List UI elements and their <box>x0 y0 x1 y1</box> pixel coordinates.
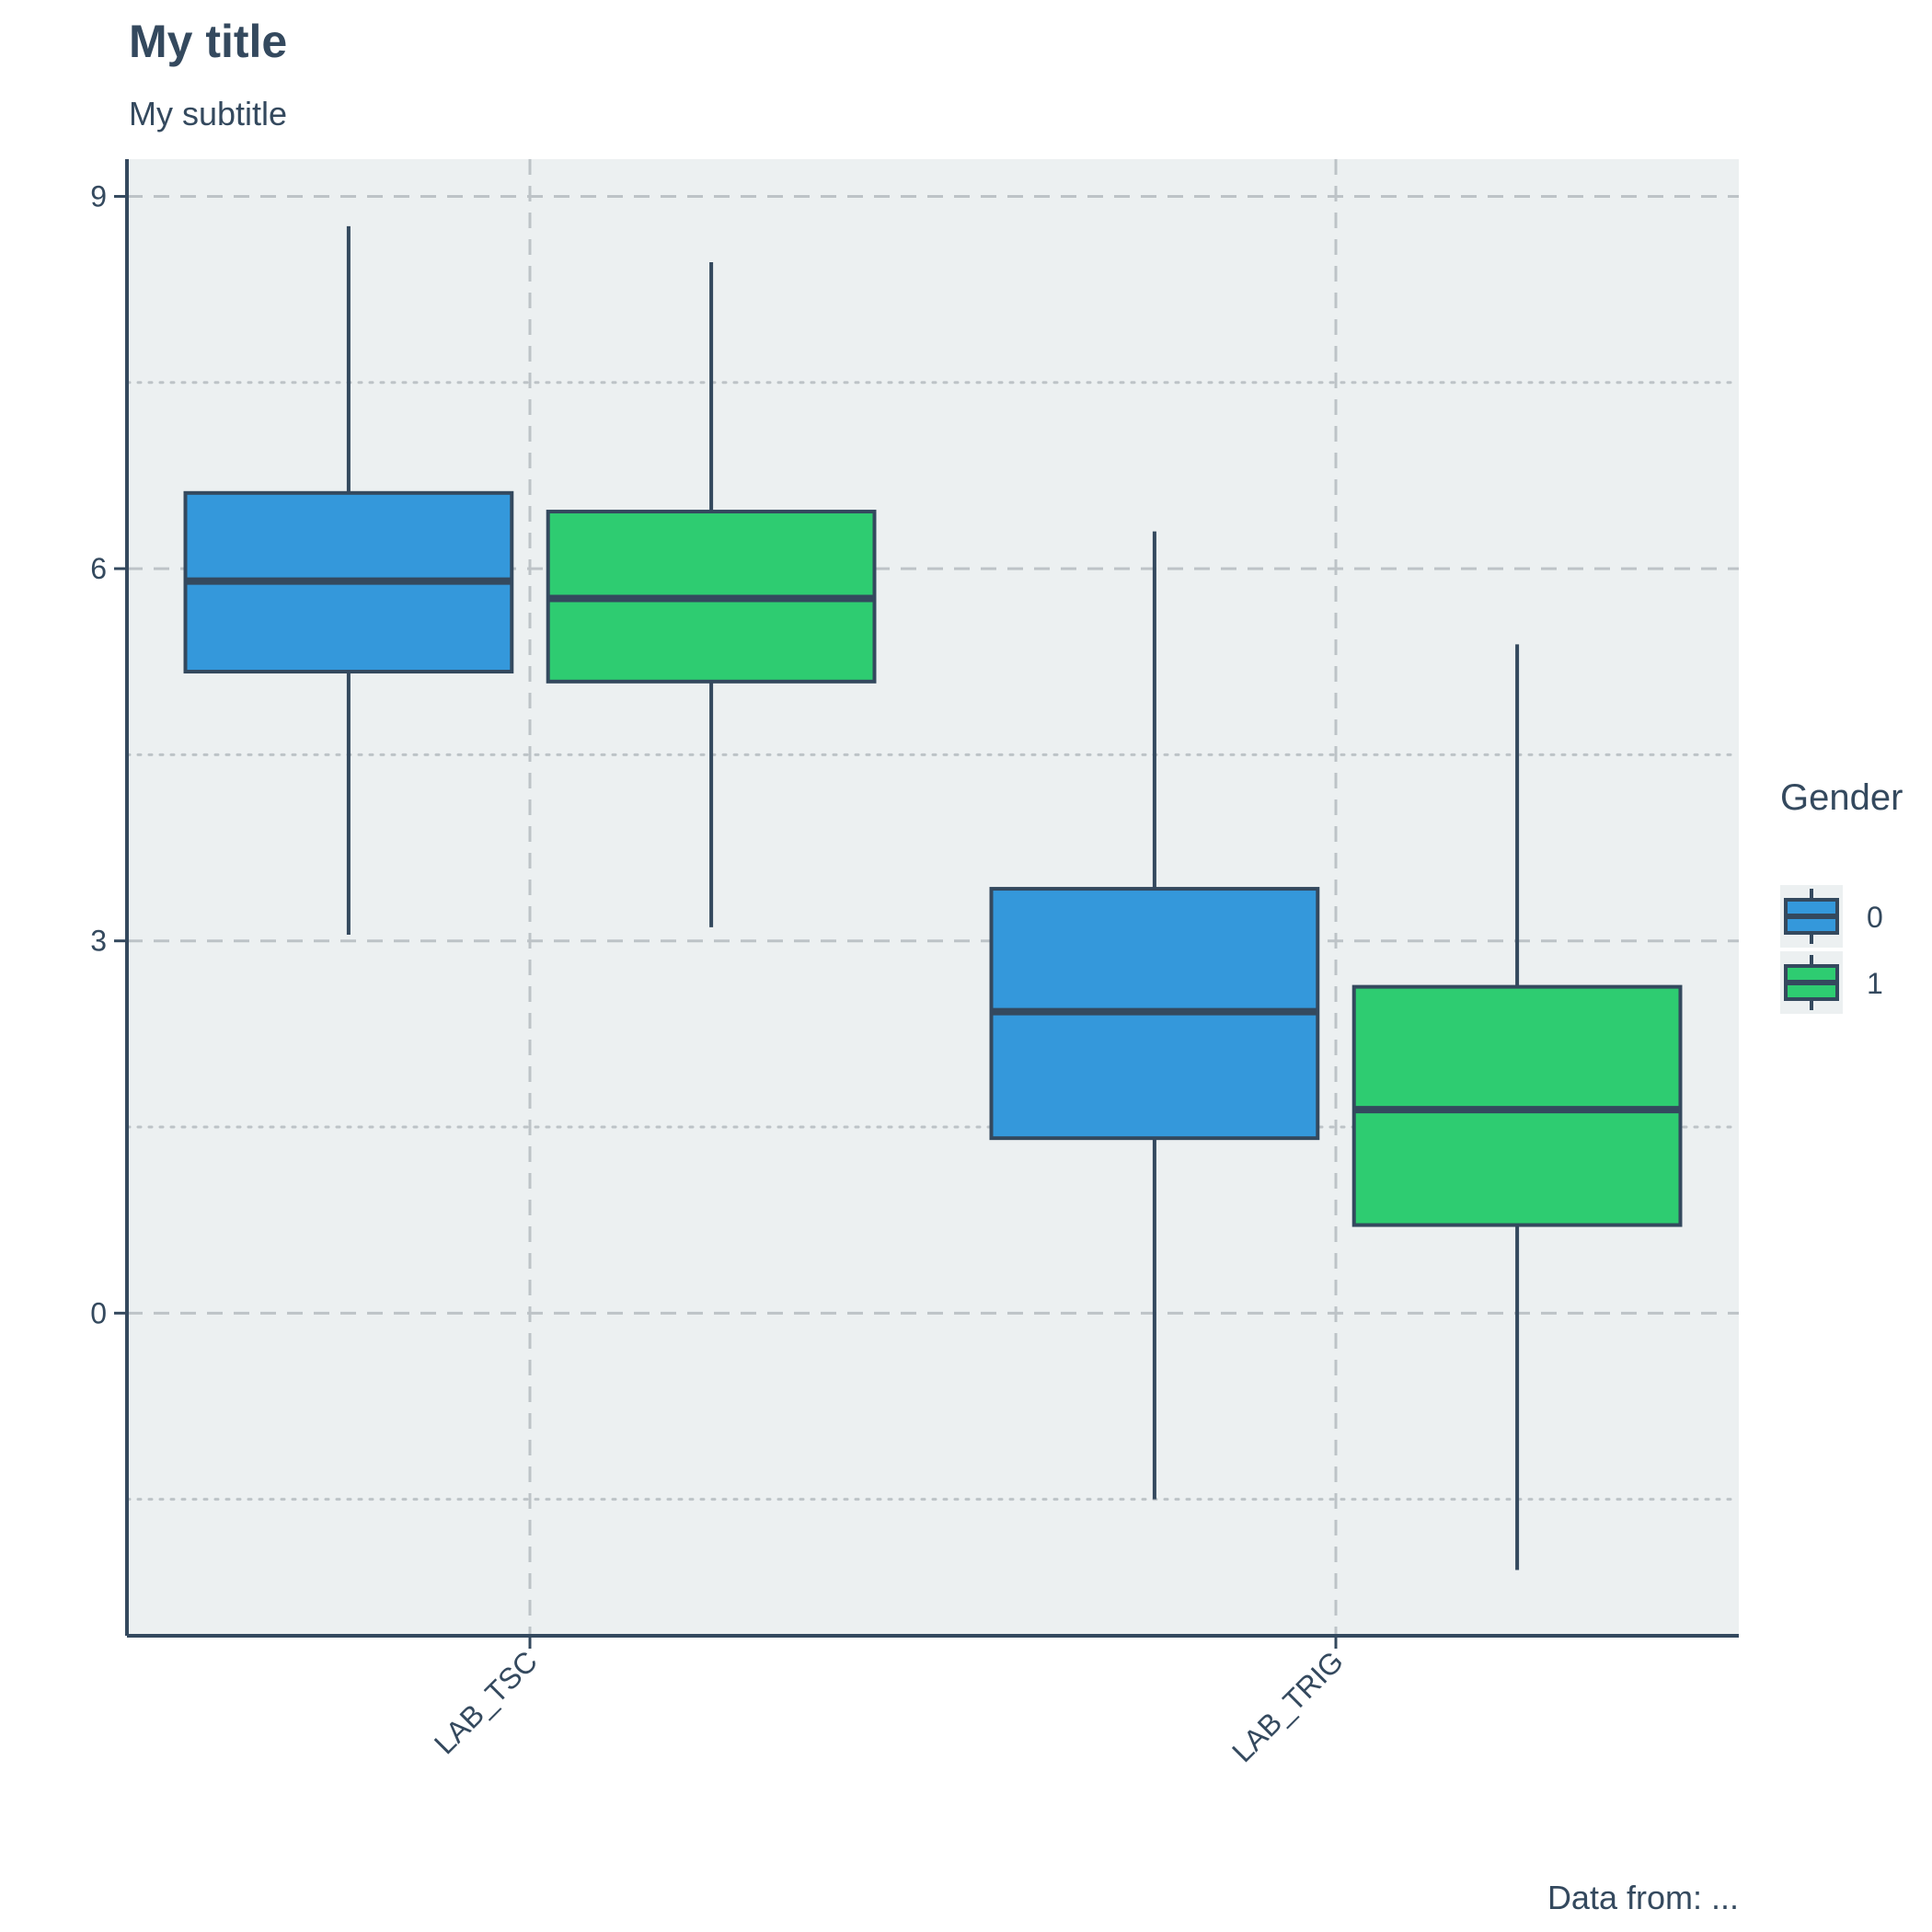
y-tick-label: 9 <box>90 179 107 213</box>
plot-panel <box>127 159 1739 1636</box>
y-tick-label: 6 <box>90 552 107 585</box>
chart-subtitle: My subtitle <box>129 95 287 132</box>
box <box>1351 984 1683 1227</box>
boxplot-LAB_TSC-group-1 <box>546 261 877 927</box>
legend-title: Gender <box>1780 777 1903 818</box>
x-tick-label: LAB_TSC <box>428 1644 544 1760</box>
y-tick-label: 3 <box>90 925 107 958</box>
legend-entry-0: 0 <box>1780 885 1883 948</box>
chart-title: My title <box>129 16 287 67</box>
panel-background <box>127 159 1739 1636</box>
boxplot-LAB_TRIG-group-0 <box>989 531 1320 1500</box>
legend: Gender 0 1 <box>1780 777 1903 1014</box>
legend-label: 1 <box>1867 967 1883 1000</box>
boxplot-LAB_TRIG-group-1 <box>1351 644 1683 1570</box>
legend-label: 0 <box>1867 901 1883 934</box>
x-tick-label: LAB_TRIG <box>1225 1644 1350 1768</box>
legend-entry-1: 1 <box>1780 951 1883 1014</box>
boxplot-LAB_TSC-group-0 <box>183 225 514 935</box>
grid-lines <box>125 159 1741 1636</box>
chart-caption: Data from: ... <box>1547 1879 1739 1916</box>
boxplots <box>183 225 1683 1570</box>
y-tick-label: 0 <box>90 1296 107 1329</box>
